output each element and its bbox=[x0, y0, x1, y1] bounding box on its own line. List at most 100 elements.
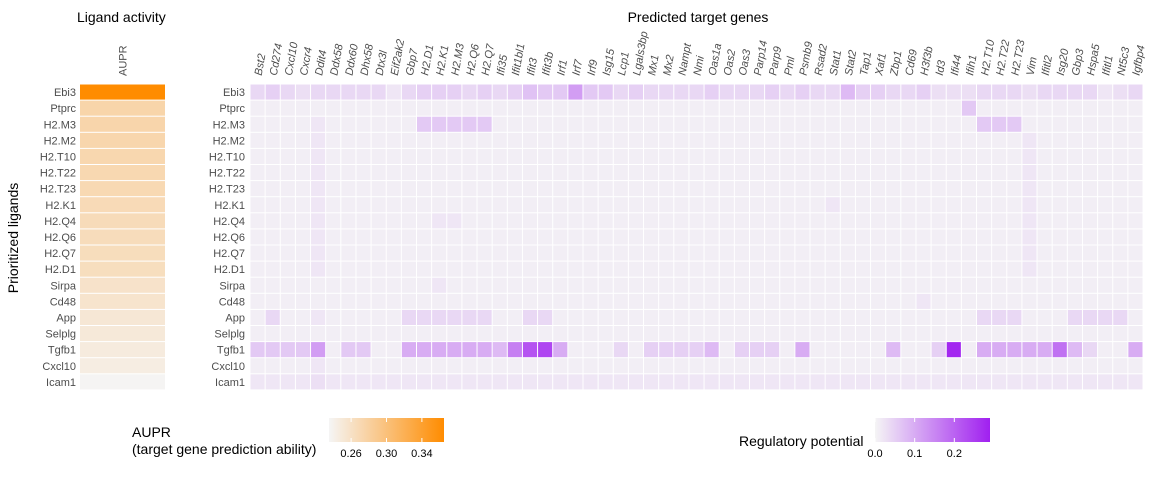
regulatory-cell bbox=[477, 181, 492, 197]
regulatory-cell bbox=[432, 277, 447, 293]
regulatory-cell bbox=[977, 181, 992, 197]
regulatory-cell bbox=[295, 261, 311, 277]
regulatory-cell bbox=[522, 197, 538, 213]
regulatory-cell bbox=[795, 261, 810, 277]
regulatory-cell bbox=[280, 309, 295, 325]
regulatory-cell bbox=[326, 100, 341, 116]
regulatory-cell bbox=[477, 148, 492, 164]
regulatory-cell bbox=[674, 181, 689, 197]
regulatory-cell bbox=[1067, 181, 1082, 197]
regulatory-cell bbox=[1128, 165, 1143, 181]
regulatory-cell bbox=[1037, 197, 1052, 213]
regulatory-cell bbox=[356, 148, 371, 164]
regulatory-cell bbox=[507, 229, 522, 245]
regulatory-cell bbox=[916, 116, 931, 132]
regulatory-cell bbox=[311, 213, 326, 229]
ligand-tick-label: Sirpa bbox=[219, 280, 246, 292]
ligand-activity-panel: AUPR Ebi3 Ptprc H2.M3 H2.M2 H2.T10 H2.T22 H2.T2… bbox=[40, 45, 165, 390]
regulatory-cell bbox=[371, 148, 386, 164]
regulatory-cell bbox=[992, 132, 1007, 148]
regulatory-cell bbox=[477, 374, 492, 390]
regulatory-cell bbox=[583, 116, 598, 132]
gene-tick-label: Isg15 bbox=[601, 47, 618, 76]
regulatory-cell bbox=[265, 181, 280, 197]
regulatory-cell bbox=[295, 84, 311, 100]
gene-tick-label: Ddx58 bbox=[328, 42, 345, 76]
regulatory-cell bbox=[840, 342, 855, 358]
regulatory-cell bbox=[1037, 326, 1052, 342]
regulatory-cell bbox=[356, 229, 371, 245]
regulatory-cell bbox=[795, 374, 810, 390]
regulatory-cell bbox=[931, 116, 946, 132]
regulatory-cell bbox=[401, 148, 416, 164]
ligand-tick-label: H2.K1 bbox=[45, 200, 76, 212]
regulatory-cell bbox=[749, 213, 765, 229]
regulatory-cell bbox=[447, 181, 462, 197]
regulatory-cell bbox=[341, 213, 356, 229]
regulatory-cell bbox=[371, 245, 386, 261]
gene-tick-label: Ddit4 bbox=[313, 49, 329, 76]
regulatory-cell bbox=[416, 84, 432, 100]
ligand-tick-label: H2.K1 bbox=[214, 200, 245, 212]
regulatory-cell bbox=[765, 342, 780, 358]
regulatory-cell bbox=[477, 213, 492, 229]
regulatory-cell bbox=[765, 229, 780, 245]
regulatory-cell bbox=[901, 245, 916, 261]
regulatory-cell bbox=[674, 148, 689, 164]
regulatory-cell bbox=[265, 245, 280, 261]
regulatory-cell bbox=[644, 326, 659, 342]
regulatory-cell bbox=[386, 181, 401, 197]
regulatory-cell bbox=[416, 229, 432, 245]
regulatory-cell bbox=[447, 229, 462, 245]
regulatory-cell bbox=[295, 342, 311, 358]
regulatory-cell bbox=[250, 165, 265, 181]
regulatory-cell bbox=[734, 213, 749, 229]
regulatory-cell bbox=[810, 277, 825, 293]
regulatory-cell bbox=[598, 181, 613, 197]
regulatory-cell bbox=[553, 165, 568, 181]
regulatory-cell bbox=[689, 245, 704, 261]
regulatory-cell bbox=[522, 148, 538, 164]
regulatory-cell bbox=[674, 229, 689, 245]
regulatory-cell bbox=[568, 132, 583, 148]
regulatory-cell bbox=[689, 293, 704, 309]
ligand-tick-label: Ptprc bbox=[50, 103, 76, 115]
regulatory-cell bbox=[1052, 245, 1067, 261]
regulatory-cell bbox=[977, 100, 992, 116]
regulatory-cell bbox=[401, 277, 416, 293]
regulatory-cell bbox=[341, 309, 356, 325]
regulatory-cell bbox=[992, 293, 1007, 309]
regulatory-cell bbox=[825, 261, 840, 277]
regulatory-cell bbox=[704, 132, 719, 148]
regulatory-cell bbox=[295, 116, 311, 132]
regulatory-cell bbox=[492, 293, 507, 309]
gene-tick-label: Oas3 bbox=[737, 48, 754, 77]
regulatory-cell bbox=[477, 245, 492, 261]
regulatory-cell bbox=[795, 342, 810, 358]
regulatory-cell bbox=[553, 229, 568, 245]
regulatory-cell bbox=[1022, 277, 1037, 293]
regulatory-cell bbox=[704, 245, 719, 261]
regulatory-cell bbox=[1037, 165, 1052, 181]
regulatory-cell bbox=[416, 358, 432, 374]
regulatory-cell bbox=[825, 245, 840, 261]
regulatory-cell bbox=[280, 326, 295, 342]
regulatory-cell bbox=[977, 116, 992, 132]
regulatory-cell bbox=[946, 213, 961, 229]
regulatory-cell bbox=[855, 277, 871, 293]
regulatory-cell bbox=[432, 374, 447, 390]
regulatory-cell bbox=[280, 277, 295, 293]
regulatory-cell bbox=[538, 197, 553, 213]
regulatory-cell bbox=[432, 116, 447, 132]
regulatory-cell bbox=[734, 326, 749, 342]
regulatory-cell bbox=[250, 148, 265, 164]
regulatory-cell bbox=[341, 229, 356, 245]
regulatory-cell bbox=[901, 116, 916, 132]
regulatory-cell bbox=[825, 277, 840, 293]
regulatory-colorbar bbox=[875, 418, 990, 442]
regulatory-cell bbox=[341, 326, 356, 342]
regulatory-cell bbox=[311, 197, 326, 213]
regulatory-cell bbox=[568, 148, 583, 164]
regulatory-cell bbox=[613, 181, 628, 197]
regulatory-cell bbox=[356, 326, 371, 342]
